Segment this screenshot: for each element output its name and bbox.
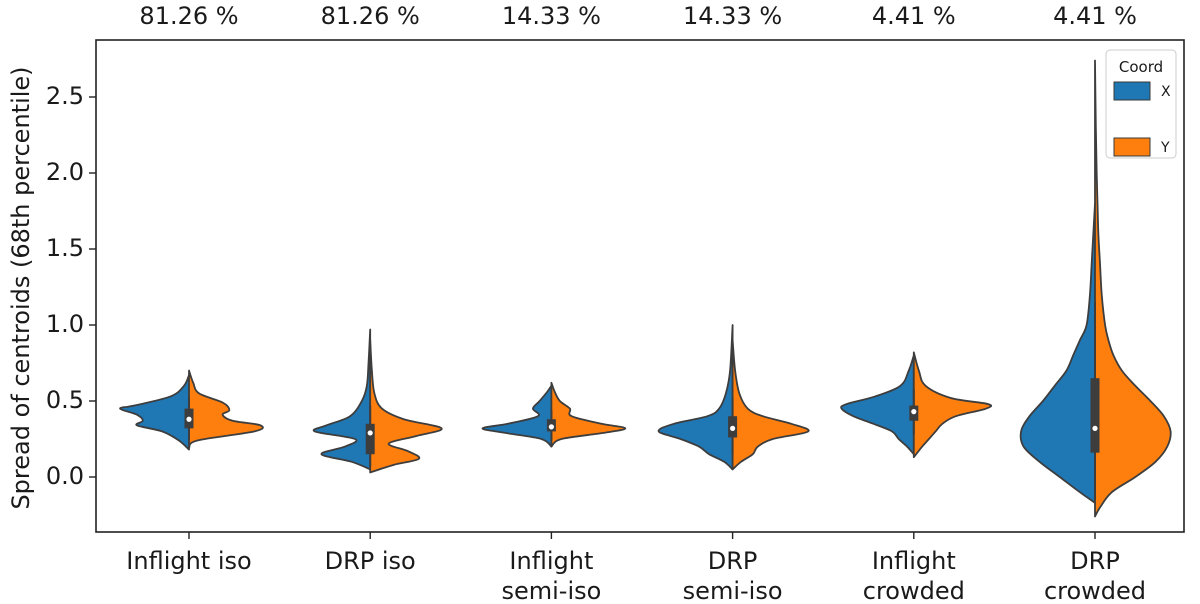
- legend-swatch-x: [1113, 81, 1151, 101]
- violin-half-y: [550, 381, 627, 448]
- box-median: [730, 425, 736, 431]
- violin-half-x: [481, 384, 553, 448]
- legend-title: Coord: [1119, 58, 1163, 76]
- legend-label-x: X: [1161, 84, 1171, 100]
- top-percentage-label: 14.33 %: [683, 2, 782, 30]
- violin-group: [840, 351, 993, 459]
- top-percentage-label: 81.26 %: [321, 2, 420, 30]
- violin-half-x: [1019, 202, 1096, 504]
- x-tick-label-line: Inflight iso: [126, 547, 251, 575]
- box-iqr: [365, 423, 375, 455]
- violin-group: [481, 381, 627, 448]
- violin-half-y: [731, 339, 810, 471]
- x-tick-label: DRP semi-iso: [683, 547, 783, 604]
- x-tick-label: DRP iso: [325, 547, 416, 575]
- y-tick-label: 1.0: [46, 310, 84, 338]
- x-tick-label-line: DRP: [1070, 547, 1120, 575]
- violin-half-y: [188, 369, 264, 450]
- plot-frame: [95, 39, 1185, 533]
- y-tick-label: 2.0: [46, 158, 84, 186]
- x-tick-label-line: crowded: [863, 577, 965, 604]
- legend-label-y: Y: [1160, 140, 1170, 156]
- x-tick-label-line: crowded: [1044, 577, 1146, 604]
- violin-group: [312, 328, 443, 474]
- box-median: [548, 424, 555, 430]
- top-percentage-label: 81.26 %: [139, 2, 238, 30]
- violin-half-x: [840, 354, 915, 456]
- box-median: [1092, 425, 1098, 431]
- violin-half-y: [912, 351, 993, 459]
- violin-half-y: [369, 339, 443, 474]
- y-axis: 0.0 0.5 1.0 1.5 2.0 2.5: [46, 82, 96, 490]
- x-tick-label: Inflight iso: [126, 547, 251, 575]
- violin-group: [119, 369, 264, 451]
- violin-half-x: [657, 324, 734, 471]
- box-median: [911, 409, 917, 415]
- legend-swatch-y: [1113, 137, 1151, 157]
- x-tick-label-line: Inflight: [509, 547, 593, 575]
- x-tick-label-line: DRP: [708, 547, 758, 575]
- x-tick-label: DRP crowded: [1044, 547, 1146, 604]
- top-percentage-label: 4.41 %: [872, 2, 956, 30]
- plot-layer: [119, 59, 1172, 518]
- x-tick-label: Inflight crowded: [863, 547, 965, 604]
- x-tick-label: Inflight semi-iso: [501, 547, 601, 604]
- x-tick-label-line: semi-iso: [501, 577, 601, 604]
- y-tick-label: 0.0: [46, 462, 84, 490]
- violin-half-x: [312, 328, 372, 471]
- x-tick-label-line: DRP iso: [325, 547, 416, 575]
- legend-frame: [1105, 49, 1177, 159]
- violin-half-y: [1094, 59, 1172, 518]
- y-tick-label: 0.5: [46, 386, 84, 414]
- y-tick-label: 1.5: [46, 234, 84, 262]
- top-percentage-label: 4.41 %: [1053, 2, 1137, 30]
- y-axis-title: Spread of centroids (68th percentile): [7, 66, 35, 509]
- y-tick-label: 2.5: [46, 82, 84, 110]
- legend: Coord X Y: [1105, 49, 1177, 159]
- box-iqr: [1090, 378, 1100, 453]
- violin-group: [657, 324, 810, 471]
- box-median: [186, 416, 192, 422]
- violin-half-x: [119, 374, 190, 451]
- violin-group: [1019, 59, 1172, 518]
- x-tick-label-line: semi-iso: [683, 577, 783, 604]
- top-percentage-label: 14.33 %: [502, 2, 601, 30]
- box-median: [367, 430, 373, 436]
- x-tick-label-line: Inflight: [872, 547, 956, 575]
- top-annotations: 81.26 % 81.26 % 14.33 % 14.33 % 4.41 % 4.41 %: [139, 2, 1137, 30]
